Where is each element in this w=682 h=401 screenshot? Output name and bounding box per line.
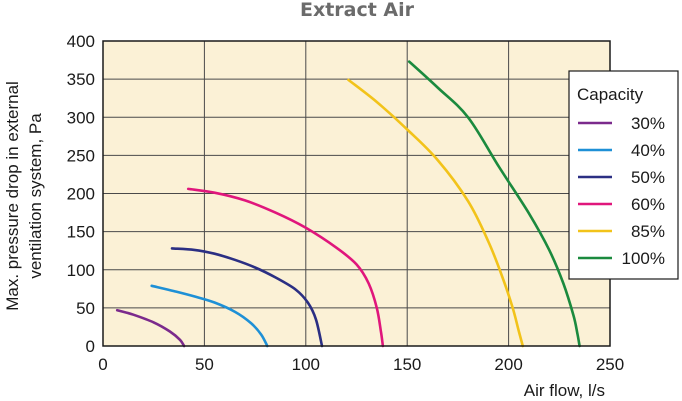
x-tick-label: 100 [292, 355, 320, 374]
legend-label-85-percent: 85% [631, 222, 665, 241]
series-line-85-percent [347, 78, 525, 348]
y-tick-labels: 0 50 100 150 200 250 300 350 400 [67, 32, 95, 356]
y-tick-label: 0 [86, 337, 95, 356]
legend-label-40-percent: 40% [631, 141, 665, 160]
series-line-30-percent [115, 308, 186, 348]
series-lines [115, 60, 581, 348]
y-tick-label: 50 [76, 299, 95, 318]
x-tick-labels: 0 50 100 150 200 250 [98, 355, 624, 374]
legend-label-50-percent: 50% [631, 168, 665, 187]
x-axis-label: Air flow, l/s [524, 381, 605, 400]
y-axis-label-line2: ventilation system, Pa [26, 113, 45, 279]
x-tick-label: 50 [195, 355, 214, 374]
y-tick-label: 150 [67, 223, 95, 242]
legend-label-30-percent: 30% [631, 114, 665, 133]
x-tick-label: 150 [393, 355, 421, 374]
y-tick-label: 100 [67, 261, 95, 280]
chart-title: Extract Air [300, 0, 415, 21]
series-line-50-percent [170, 247, 324, 348]
x-tick-label: 200 [494, 355, 522, 374]
y-tick-label: 200 [67, 185, 95, 204]
legend-label-60-percent: 60% [631, 195, 665, 214]
legend: Capacity 30% 40% 50% 60% 85% 100% [568, 70, 679, 280]
legend-items: 30% 40% 50% 60% 85% 100% [578, 114, 665, 268]
y-tick-label: 250 [67, 146, 95, 165]
legend-box [568, 70, 679, 280]
series-line-100-percent [407, 60, 581, 348]
y-tick-label: 300 [67, 108, 95, 127]
y-tick-label: 400 [67, 32, 95, 51]
series-line-60-percent [186, 187, 385, 348]
legend-title: Capacity [577, 85, 644, 104]
y-axis-label-line1: Max. pressure drop in external [3, 81, 22, 311]
x-tick-label: 250 [596, 355, 624, 374]
series-line-40-percent [150, 284, 269, 348]
y-tick-label: 350 [67, 70, 95, 89]
x-tick-label: 0 [98, 355, 107, 374]
legend-label-100-percent: 100% [622, 249, 665, 268]
